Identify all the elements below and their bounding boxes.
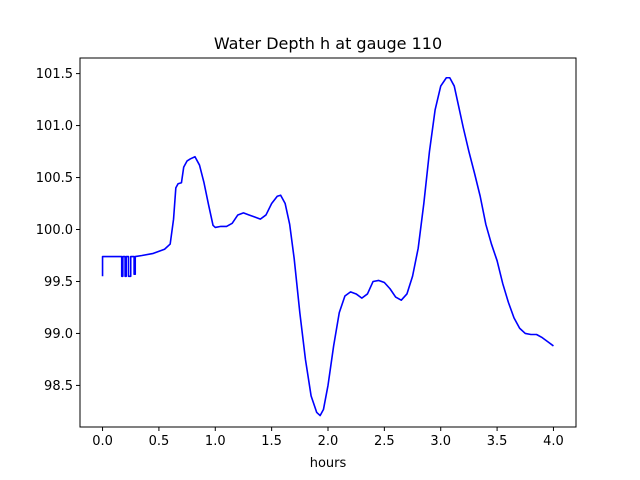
plot-area <box>101 76 554 417</box>
x-axis: 0.0 0.5 1.0 1.5 2.0 2.5 3.0 3.5 4.0 <box>92 427 564 449</box>
y-tick-label: 99.5 <box>44 275 73 290</box>
y-tick-label: 99.0 <box>44 327 73 342</box>
x-tick-label: 3.5 <box>487 434 508 449</box>
chart-title: Water Depth h at gauge 110 <box>214 34 442 53</box>
x-axis-label: hours <box>310 456 347 471</box>
y-tick-label: 100.5 <box>36 171 73 186</box>
x-tick-label: 1.0 <box>205 434 226 449</box>
x-tick-label: 2.5 <box>374 434 395 449</box>
x-tick-label: 1.5 <box>261 434 282 449</box>
x-tick-label: 4.0 <box>543 434 564 449</box>
y-tick-label: 101.5 <box>36 67 73 82</box>
x-tick-label: 3.0 <box>430 434 451 449</box>
y-axis: 98.5 99.0 99.5 100.0 100.5 101.0 101.5 <box>36 67 80 394</box>
series-line-1 <box>101 76 554 417</box>
y-tick-label: 98.5 <box>44 379 73 394</box>
y-tick-label: 100.0 <box>36 223 73 238</box>
x-tick-label: 0.0 <box>92 434 113 449</box>
axes-frame <box>79 57 577 428</box>
y-tick-label: 101.0 <box>36 119 73 134</box>
x-tick-label: 2.0 <box>318 434 339 449</box>
x-tick-label: 0.5 <box>149 434 170 449</box>
